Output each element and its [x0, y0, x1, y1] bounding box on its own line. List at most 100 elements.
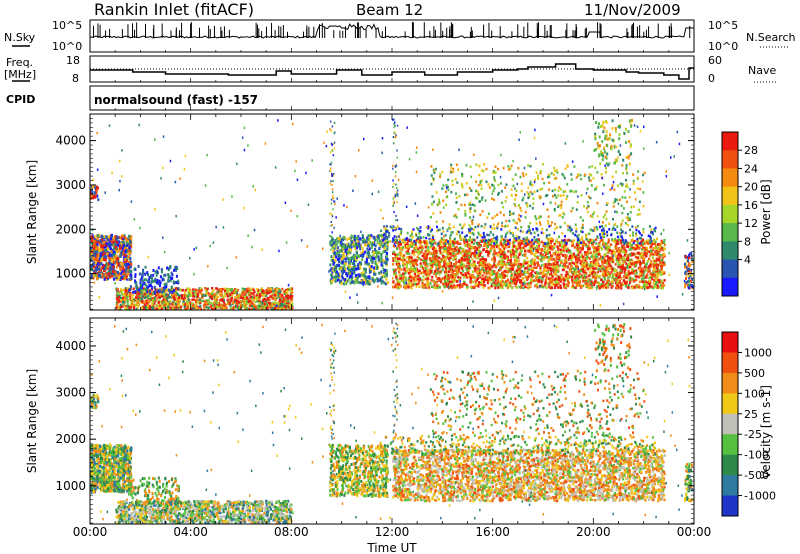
- data-cell: [475, 282, 478, 286]
- data-cell: [411, 283, 414, 287]
- data-cell: [212, 288, 215, 292]
- data-cell: [196, 295, 200, 298]
- data-cell: [588, 270, 592, 274]
- data-cell: [500, 273, 503, 277]
- data-cell: [229, 304, 232, 307]
- data-cell: [232, 289, 235, 293]
- data-cell: [526, 278, 529, 281]
- data-cell: [113, 255, 116, 259]
- data-cell: [187, 303, 190, 306]
- data-cell: [118, 254, 121, 258]
- data-cell: [424, 245, 427, 249]
- data-cell: [519, 273, 523, 276]
- data-cell: [607, 276, 610, 280]
- data-cell: [127, 266, 130, 269]
- data-cell: [648, 250, 651, 253]
- data-cell: [412, 259, 415, 262]
- data-cell: [393, 270, 396, 273]
- data-cell: [556, 282, 559, 286]
- data-cell: [400, 274, 403, 277]
- data-cell: [159, 307, 162, 310]
- data-cell: [150, 288, 153, 291]
- data-cell: [636, 247, 639, 250]
- data-cell: [119, 296, 122, 300]
- data-cell: [650, 245, 653, 248]
- data-cell: [263, 290, 266, 294]
- data-cell: [424, 277, 427, 281]
- data-cell: [461, 273, 464, 277]
- data-cell: [478, 245, 481, 249]
- data-cell: [481, 277, 484, 281]
- data-cell: [161, 278, 164, 282]
- data-cell: [231, 294, 234, 297]
- data-cell: [139, 281, 142, 285]
- data-cell: [144, 295, 147, 298]
- data-cell: [199, 287, 202, 290]
- data-cell: [448, 243, 451, 246]
- data-cell: [564, 238, 567, 242]
- data-cell: [130, 297, 134, 301]
- data-cell: [553, 244, 556, 248]
- data-cell: [116, 306, 119, 310]
- data-cell: [266, 304, 269, 307]
- data-cell: [174, 280, 177, 284]
- data-cell: [251, 307, 254, 311]
- data-cell: [402, 264, 405, 267]
- data-cell: [263, 297, 267, 301]
- data-cell: [480, 281, 483, 284]
- data-cell: [537, 272, 541, 275]
- data-cell: [206, 303, 209, 306]
- data-cell: [564, 286, 567, 290]
- data-cell: [123, 276, 126, 280]
- data-cell: [234, 298, 237, 301]
- data-cell: [256, 296, 259, 299]
- data-cell: [183, 297, 186, 300]
- data-cell: [179, 288, 182, 292]
- data-cell: [272, 301, 275, 304]
- data-cell: [526, 271, 530, 274]
- data-cell: [537, 276, 541, 280]
- data-cell: [148, 275, 151, 279]
- data-cell: [552, 269, 555, 272]
- data-cell: [291, 302, 294, 306]
- data-cell: [656, 243, 660, 246]
- data-cell: [143, 308, 146, 311]
- data-cell: [626, 243, 629, 246]
- data-cell: [465, 273, 468, 277]
- data-cell: [148, 300, 151, 303]
- data-cell: [577, 256, 580, 259]
- data-cell: [144, 290, 147, 293]
- data-cell: [151, 277, 154, 281]
- data-cell: [118, 294, 121, 297]
- data-cell: [444, 247, 448, 251]
- data-cell: [637, 258, 640, 261]
- data-cell: [93, 249, 96, 253]
- data-cell: [630, 262, 633, 265]
- data-cell: [475, 284, 478, 287]
- data-cell: [578, 246, 581, 249]
- data-cell: [108, 261, 111, 265]
- data-cell: [235, 301, 238, 305]
- data-cell: [225, 292, 228, 296]
- data-cell: [542, 263, 545, 267]
- data-cell: [494, 265, 498, 269]
- data-cell: [242, 304, 245, 307]
- data-cell: [103, 277, 106, 281]
- data-cell: [499, 267, 502, 270]
- data-cell: [260, 287, 263, 290]
- data-cell: [169, 299, 172, 303]
- data-cell: [575, 254, 578, 257]
- data-cell: [258, 296, 261, 299]
- data-cell: [595, 258, 598, 262]
- data-cell: [651, 256, 654, 259]
- data-cell: [147, 296, 150, 300]
- data-cell: [256, 299, 259, 303]
- data-cell: [582, 278, 585, 282]
- data-cell: [620, 267, 623, 271]
- data-cell: [279, 298, 282, 302]
- data-cell: [517, 242, 520, 245]
- data-cell: [520, 269, 523, 273]
- data-cell: [90, 194, 93, 198]
- data-cell: [146, 302, 149, 305]
- data-cell: [585, 276, 588, 279]
